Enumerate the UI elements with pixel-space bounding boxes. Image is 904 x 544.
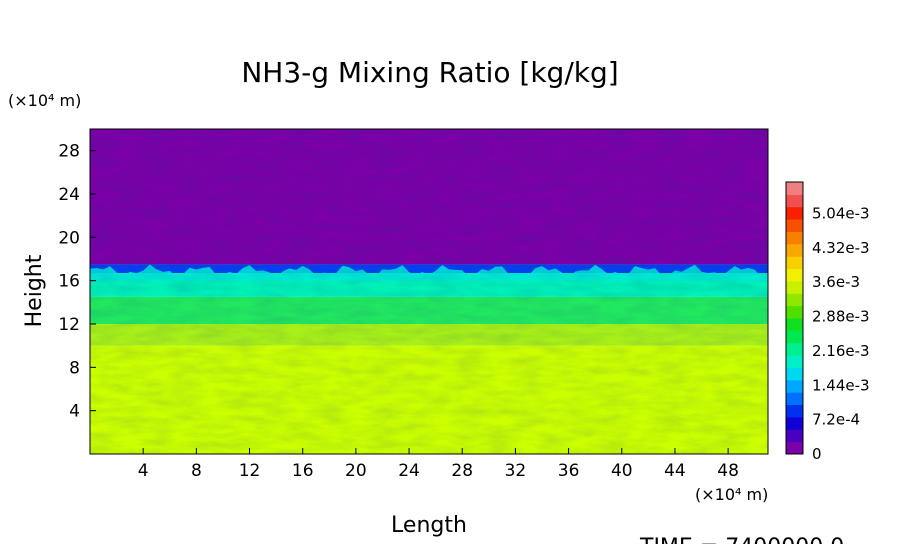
colorbar-swatch	[786, 379, 803, 393]
colorbar-tick-label: 3.6e-3	[812, 273, 860, 291]
y-tick-label: 4	[69, 402, 80, 422]
x-tick-label: 28	[451, 461, 473, 481]
colorbar-swatch	[786, 318, 803, 331]
x-tick-label: 40	[611, 461, 633, 481]
colorbar-swatch	[786, 268, 803, 282]
colorbar-tick-label: 7.2e-4	[812, 411, 860, 429]
colorbar-swatch	[786, 416, 803, 430]
colorbar-swatch	[786, 206, 803, 220]
x-tick-label: 48	[717, 461, 739, 481]
time-label: TIME = 7400000.0	[639, 535, 844, 544]
colorbar-swatch	[786, 355, 803, 368]
colorbar-frame	[785, 181, 804, 455]
colorbar-swatch	[786, 293, 803, 307]
colorbar-swatch	[786, 305, 803, 319]
colorbar-swatch	[786, 219, 803, 232]
colorbar-swatch	[786, 404, 803, 418]
y-tick-label: 12	[58, 315, 80, 335]
plot-frame	[89, 128, 769, 455]
y-axis-unit: (×10⁴ m)	[8, 91, 81, 110]
colorbar: 0 7.2e-4 1.44e-3 2.16e-3 2.88e-3 3.6e-3 4.32e-…	[785, 181, 870, 463]
x-tick-label: 32	[505, 461, 527, 481]
x-tick-label: 20	[345, 461, 367, 481]
heatmap-texture	[90, 129, 768, 454]
x-tick-label: 16	[292, 461, 314, 481]
colorbar-swatch	[786, 194, 803, 208]
x-tick-label: 8	[191, 461, 202, 481]
x-axis-unit: (×10⁴ m)	[695, 485, 768, 504]
heatmap-plot-area	[89, 128, 769, 455]
colorbar-tick-label: 0	[812, 445, 822, 463]
x-axis-label: Length	[391, 513, 467, 538]
chart-title: NH3-g Mixing Ratio [kg/kg]	[241, 56, 618, 89]
y-axis-label: Height	[22, 254, 47, 327]
colorbar-swatch	[786, 243, 803, 257]
x-axis-ticks: 4 8 12 16 20 24 28 32 36 40 44 48	[138, 448, 739, 481]
colorbar-swatch	[786, 280, 803, 294]
colorbar-swatch	[786, 231, 803, 245]
colorbar-tick-label: 1.44e-3	[812, 376, 870, 394]
y-tick-label: 24	[58, 185, 80, 205]
colorbar-tick-label: 4.32e-3	[812, 239, 870, 257]
colorbar-swatch	[786, 429, 803, 443]
colorbar-swatch	[786, 392, 803, 406]
colorbar-swatch	[786, 367, 803, 381]
y-tick-label: 16	[58, 272, 80, 292]
x-tick-label: 24	[398, 461, 420, 481]
colorbar-swatch	[786, 441, 803, 455]
colorbar-swatch	[786, 256, 803, 270]
colorbar-swatch	[786, 342, 803, 356]
colorbar-swatch	[786, 330, 803, 344]
x-tick-label: 36	[558, 461, 580, 481]
x-tick-label: 4	[138, 461, 149, 481]
y-axis-ticks: 4 8 12 16 20 24 28	[58, 142, 96, 422]
y-tick-label: 20	[58, 228, 80, 248]
colorbar-tick-label: 5.04e-3	[812, 204, 870, 222]
x-tick-label: 44	[664, 461, 686, 481]
colorbar-tick-label: 2.88e-3	[812, 308, 870, 326]
y-tick-label: 8	[69, 358, 80, 378]
y-tick-label: 28	[58, 142, 80, 162]
colorbar-swatch	[786, 182, 803, 195]
colorbar-tick-label: 2.16e-3	[812, 342, 870, 360]
x-tick-label: 12	[239, 461, 261, 481]
